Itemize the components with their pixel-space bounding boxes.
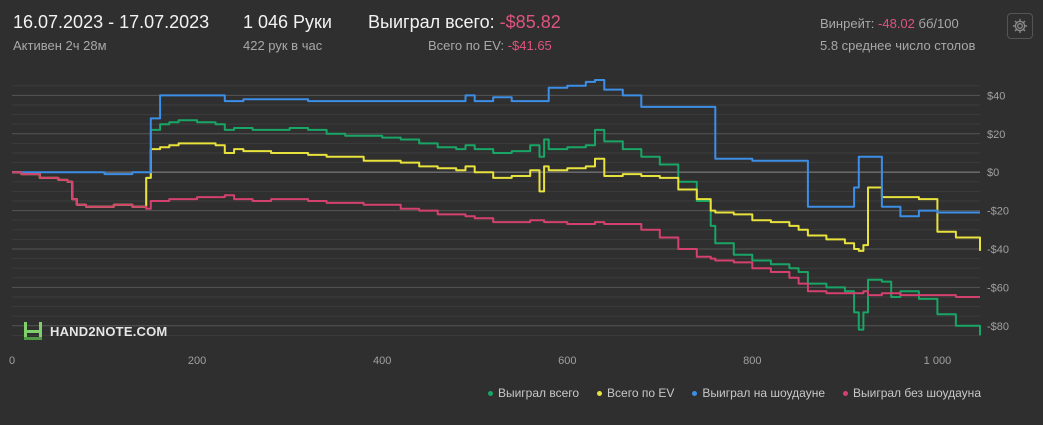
winrate-label: Винрейт: (820, 16, 875, 31)
series-line (12, 142, 981, 252)
won-total: Выиграл всего: -$85.82 (368, 12, 561, 33)
legend-label: Всего по EV (607, 386, 675, 400)
legend-label: Выиграл на шоудауне (702, 386, 825, 400)
y-tick-label: $40 (987, 90, 1005, 102)
active-time: Активен 2ч 28м (13, 38, 107, 53)
hands-count: 1 046 Руки (243, 12, 332, 32)
hand2note-logo: HAND2NOTE.COM (22, 320, 167, 342)
chart-series (12, 79, 981, 336)
y-axis-labels: $40 $20 $0 -$20 -$40 -$60 -$80 (987, 90, 1009, 332)
winrate-unit: бб/100 (918, 16, 959, 31)
legend-dot-icon (843, 390, 848, 396)
y-tick-label: -$60 (987, 282, 1009, 294)
legend-label: Выиграл всего (497, 386, 580, 400)
hand2note-logo-icon (24, 322, 42, 340)
won-total-value: -$85.82 (499, 12, 561, 32)
legend-dot-icon (487, 390, 493, 396)
legend-label: Выиграл без шоудауна (853, 386, 981, 400)
series-line (12, 79, 980, 218)
y-tick-label: -$20 (987, 206, 1009, 218)
header: 16.07.2023 - 17.07.2023 Активен 2ч 28м 1… (0, 0, 1043, 70)
series-line (12, 171, 980, 298)
hands-per-hour: 422 рук в час (243, 38, 323, 53)
gear-icon (1012, 18, 1028, 34)
winrate: Винрейт: -48.02 бб/100 (820, 16, 959, 31)
chart-legend: Выиграл всего Всего по EV Выиграл на шоуда… (487, 386, 981, 400)
y-tick-label: $0 (987, 167, 999, 179)
date-range: 16.07.2023 - 17.07.2023 (13, 12, 210, 32)
legend-item[interactable]: Выиграл всего (487, 386, 580, 400)
avg-tables: 5.8 среднее число столов (820, 38, 976, 53)
x-tick-label: 200 (188, 355, 206, 367)
x-tick-label: 600 (558, 355, 576, 367)
x-tick-label: 800 (743, 355, 761, 367)
x-axis-labels: 0 200 400 600 800 1 000 (9, 355, 951, 367)
y-tick-label: -$80 (987, 321, 1009, 333)
won-total-label: Выиграл всего: (368, 12, 495, 32)
x-tick-label: 0 (9, 355, 15, 367)
legend-dot-icon (597, 390, 603, 396)
ev-total-label: Всего по EV: (428, 38, 505, 53)
legend-dot-icon (692, 390, 698, 396)
hand2note-logo-text: HAND2NOTE.COM (50, 323, 168, 339)
legend-item[interactable]: Всего по EV (597, 386, 674, 400)
settings-button[interactable] (1007, 13, 1033, 39)
ev-total: Всего по EV: -$41.65 (428, 38, 552, 53)
x-tick-label: 400 (373, 355, 391, 367)
y-tick-label: $20 (987, 129, 1005, 141)
ev-total-value: -$41.65 (507, 38, 552, 53)
y-tick-label: -$40 (987, 244, 1009, 256)
legend-item[interactable]: Выиграл на шоудауне (692, 386, 825, 400)
x-tick-label: 1 000 (924, 355, 952, 367)
chart-grid (12, 85, 980, 336)
winrate-value: -48.02 (878, 16, 915, 31)
legend-item[interactable]: Выиграл без шоудауна (843, 386, 981, 400)
